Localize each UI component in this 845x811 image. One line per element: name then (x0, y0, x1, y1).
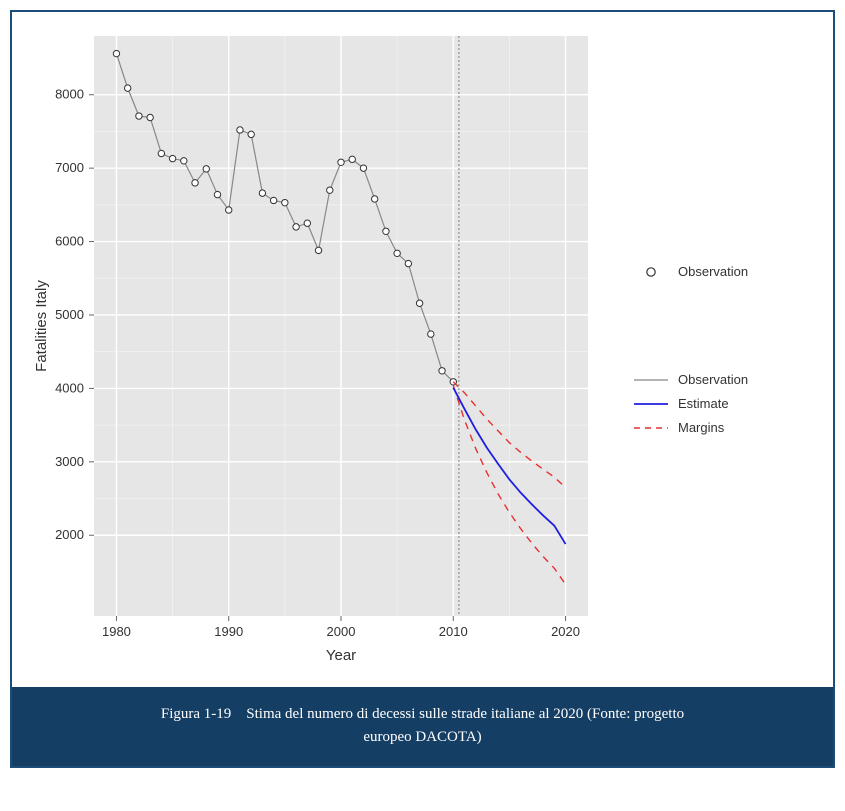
legend-label: Observation (678, 264, 748, 279)
svg-text:Year: Year (326, 647, 356, 664)
caption-line2: europeo DACOTA) (363, 729, 481, 745)
legend-block-lines: Observation Estimate Margins (632, 371, 813, 437)
legend-label: Estimate (678, 396, 729, 411)
legend-block-markers: Observation (632, 263, 813, 281)
legend-label: Margins (678, 420, 724, 435)
legend-item: Observation (632, 263, 813, 281)
svg-text:2020: 2020 (551, 624, 580, 639)
legend-marker (632, 371, 670, 389)
caption-line1: Stima del numero di decessi sulle strade… (246, 706, 684, 722)
caption-bar: Figura 1-19 Stima del numero di decessi … (12, 687, 833, 766)
svg-text:4000: 4000 (55, 380, 84, 395)
svg-text:2000: 2000 (327, 624, 356, 639)
svg-text:5000: 5000 (55, 307, 84, 322)
chart-region: 1980 1990 2000 2010 2020 2000 3000 4000 5000 6000… (12, 12, 833, 687)
svg-text:3000: 3000 (55, 454, 84, 469)
svg-text:Fatalities Italy: Fatalities Italy (33, 280, 50, 372)
svg-text:6000: 6000 (55, 234, 84, 249)
caption-prefix: Figura 1-19 (161, 706, 231, 722)
figure-container: 1980 1990 2000 2010 2020 2000 3000 4000 5000 6000… (10, 10, 835, 768)
legend-item: Observation (632, 371, 813, 389)
legend-marker (632, 263, 670, 281)
legend-marker (632, 395, 670, 413)
svg-text:8000: 8000 (55, 87, 84, 102)
chart-svg-area: 1980 1990 2000 2010 2020 2000 3000 4000 5000 6000… (22, 22, 602, 677)
svg-text:1990: 1990 (214, 624, 243, 639)
svg-text:2000: 2000 (55, 527, 84, 542)
svg-text:7000: 7000 (55, 160, 84, 175)
legend-label: Observation (678, 372, 748, 387)
legend: Observation Observation Estimate Margins (602, 257, 813, 443)
svg-text:1980: 1980 (102, 624, 131, 639)
legend-item: Estimate (632, 395, 813, 413)
legend-item: Margins (632, 419, 813, 437)
svg-text:2010: 2010 (439, 624, 468, 639)
chart-svg: 1980 1990 2000 2010 2020 2000 3000 4000 5000 6000… (22, 22, 602, 672)
legend-marker (632, 419, 670, 437)
